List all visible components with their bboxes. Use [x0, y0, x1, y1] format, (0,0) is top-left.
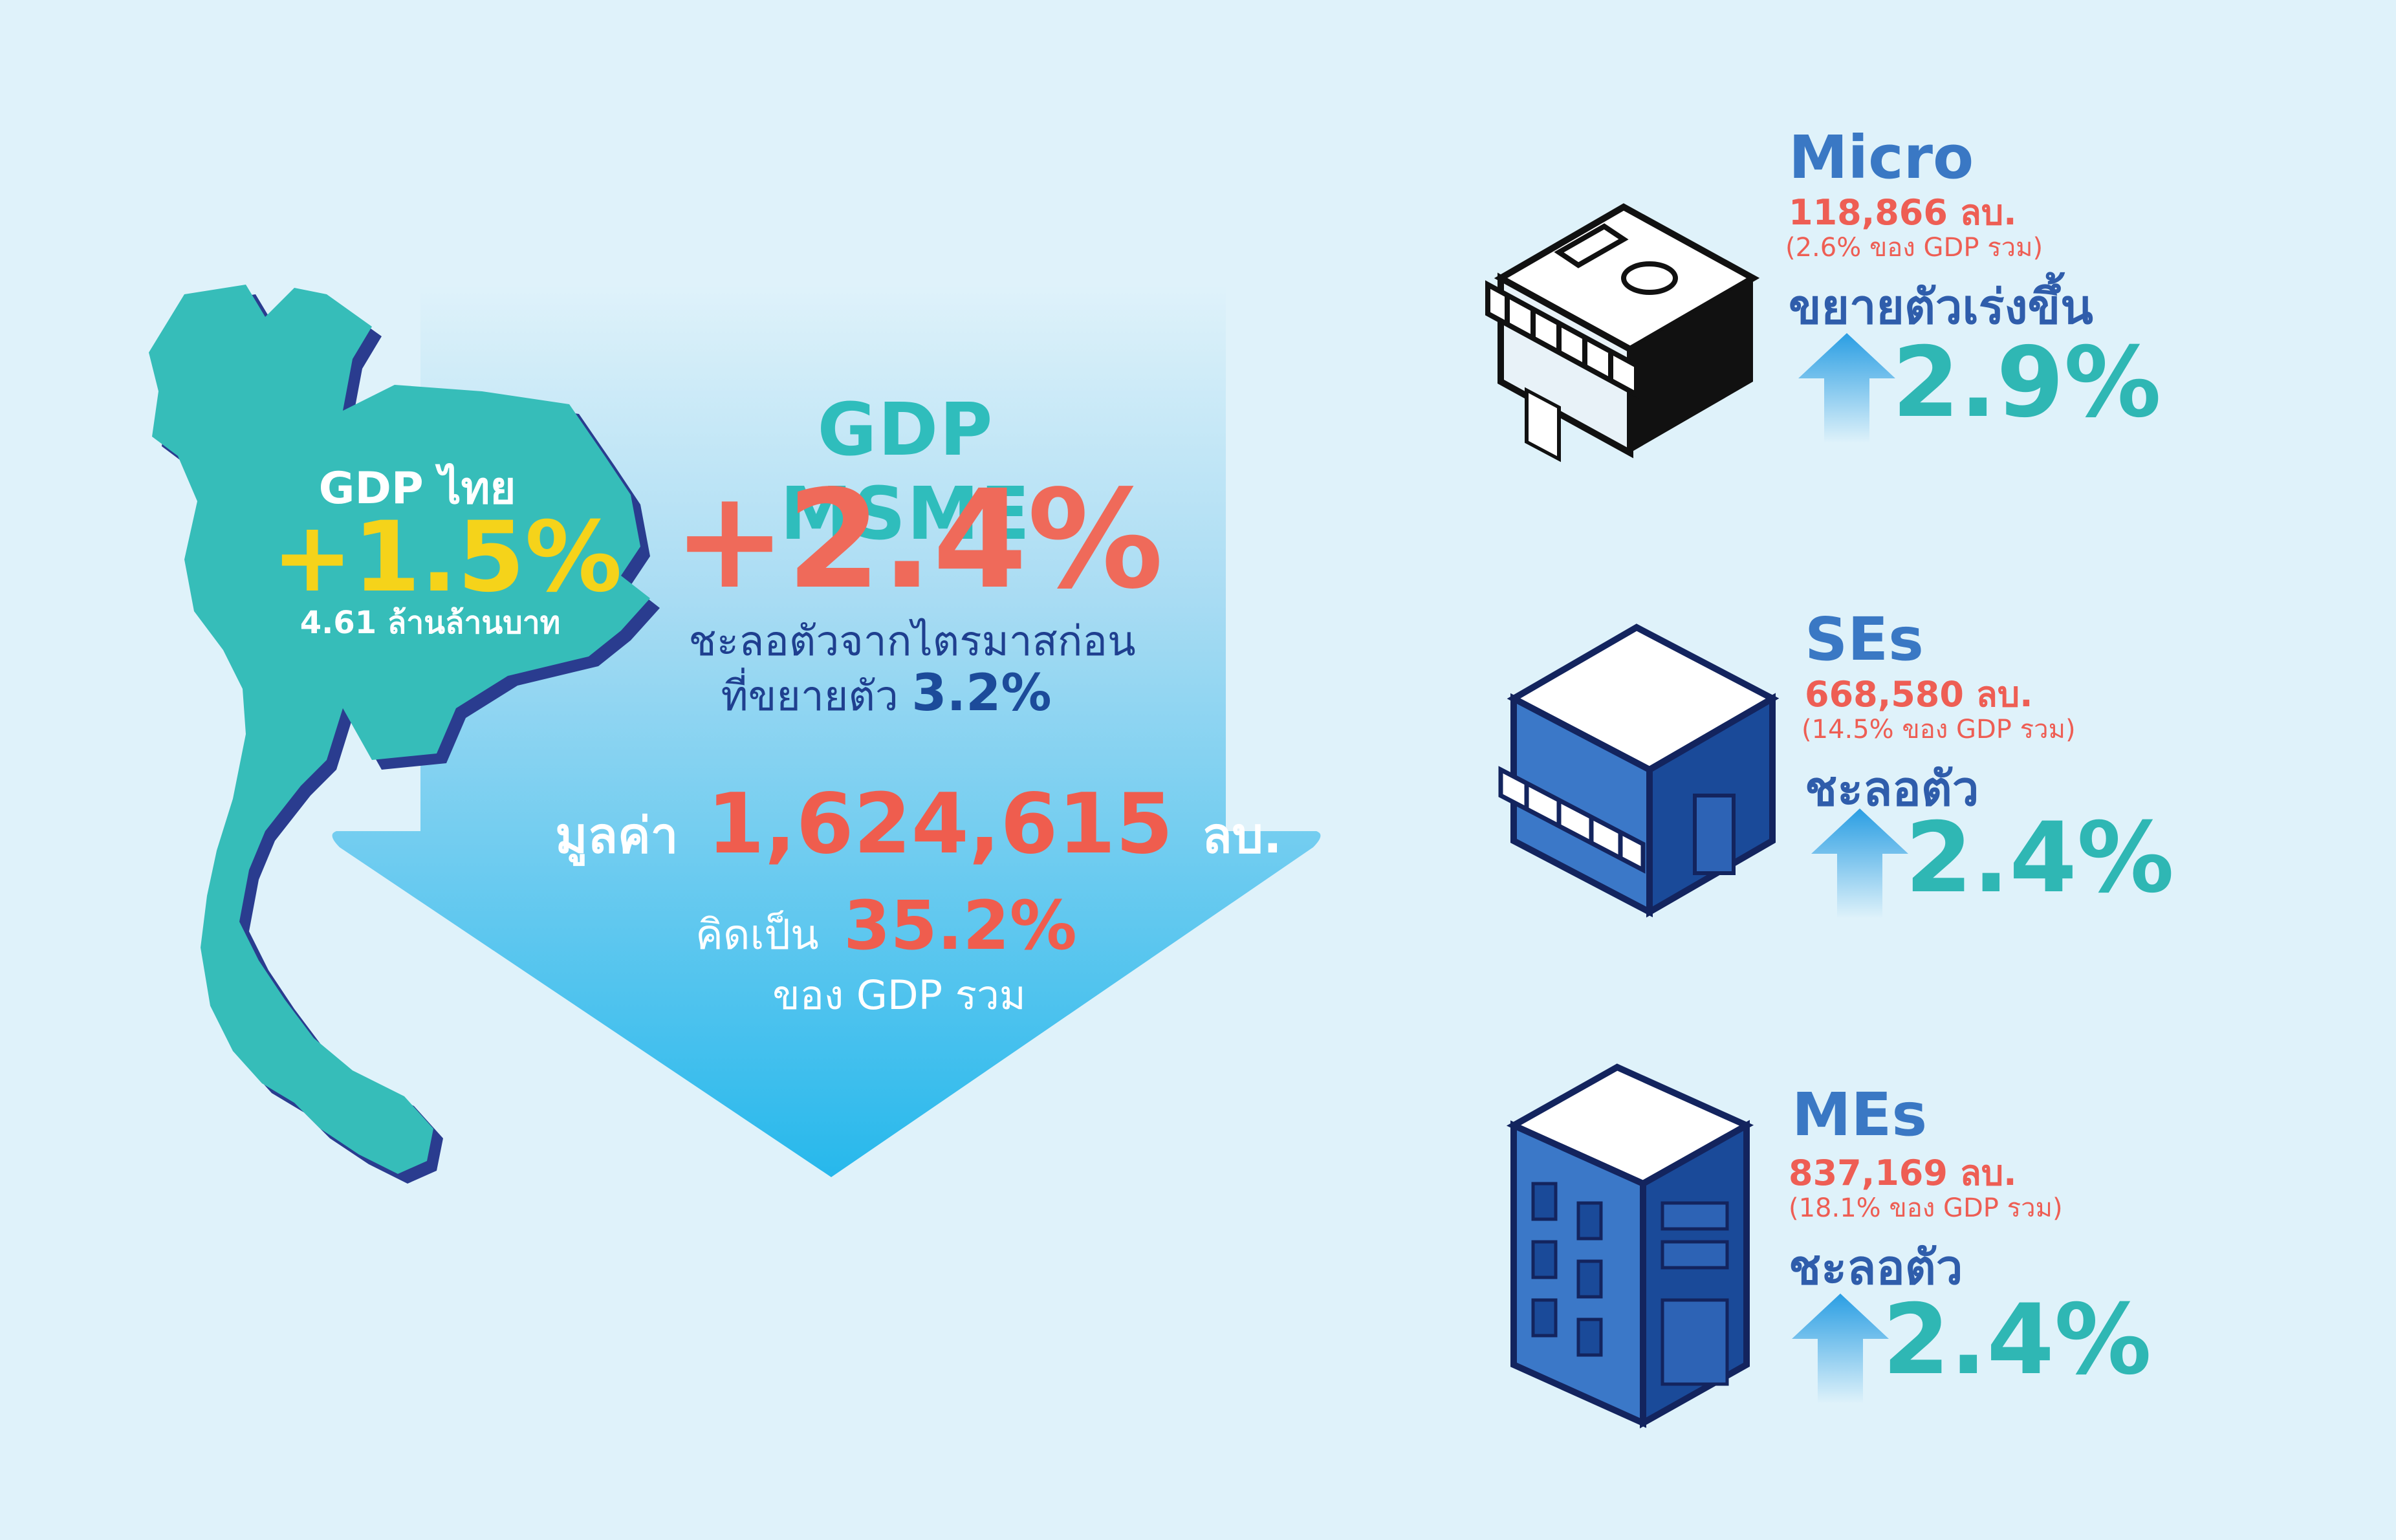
- thailand-gdp-growth: +1.5%: [272, 501, 622, 614]
- mes-title: MEs: [1792, 1080, 1928, 1149]
- msme-note-line1: ชะลอตัวจากไตรมาสก่อน: [688, 618, 1136, 666]
- msme-value-number: 1,624,615: [706, 776, 1173, 873]
- ses-status: ชะลอตัว: [1805, 761, 1979, 817]
- msme-value-prefix: มูลค่า: [555, 807, 679, 864]
- micro-status: ขยายตัวเร่งขึ้น: [1789, 279, 2093, 335]
- mes-status: ชะลอตัว: [1789, 1240, 1963, 1296]
- thailand-gdp-title: GDP ไทย: [318, 463, 516, 514]
- mes-value: 837,169 ลบ.: [1789, 1153, 2017, 1193]
- micro-value: 118,866 ลบ.: [1789, 192, 2017, 233]
- msme-title: GDP MSME: [779, 388, 1032, 556]
- msme-previous-growth: 3.2%: [911, 664, 1052, 722]
- ses-share: (14.5% ของ GDP รวม): [1802, 715, 2076, 744]
- thailand-gdp-value: 4.61 ล้านล้านบาท: [300, 605, 561, 641]
- msme-growth: +2.4%: [673, 461, 1164, 619]
- ses-up-arrow-icon: [1811, 808, 1908, 918]
- msme-note-line2: ที่ขยายตัว 3.2%: [686, 663, 1087, 729]
- ses-title: SEs: [1805, 605, 1924, 674]
- shop-building-icon: [1498, 624, 1780, 918]
- msme-share-pct: 35.2%: [844, 886, 1077, 965]
- msme-value-unit: ลบ.: [1202, 807, 1282, 864]
- msme-note-prefix: ที่ขยายตัว: [721, 673, 898, 721]
- micro-up-arrow-icon: [1798, 333, 1895, 443]
- thailand-map-and-arrow-graphic: [149, 285, 1321, 1184]
- thailand-map: [149, 285, 650, 1174]
- mes-growth: 2.4%: [1882, 1284, 2152, 1396]
- msme-value-line: มูลค่า 1,624,615 ลบ.: [505, 776, 1333, 874]
- msme-share-line: คิดเป็น 35.2%: [621, 886, 1151, 968]
- ses-value: 668,580 ลบ.: [1805, 674, 2033, 715]
- msme-share-suffix: ของ GDP รวม: [772, 971, 1026, 1019]
- msme-share-prefix: คิดเป็น: [695, 911, 819, 959]
- storefront-icon: [1485, 203, 1760, 462]
- mes-share: (18.1% ของ GDP รวม): [1789, 1193, 2063, 1223]
- micro-share: (2.6% ของ GDP รวม): [1785, 233, 2043, 263]
- micro-title: Micro: [1789, 123, 1974, 192]
- ses-growth: 2.4%: [1905, 802, 2175, 915]
- office-building-icon: [1506, 1063, 1754, 1429]
- micro-growth: 2.9%: [1892, 327, 2162, 439]
- mes-up-arrow-icon: [1792, 1294, 1889, 1404]
